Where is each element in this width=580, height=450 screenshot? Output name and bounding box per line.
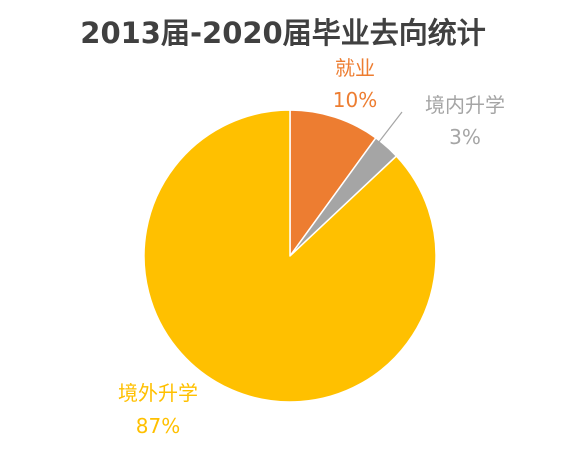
slice-overseas-study <box>143 109 437 403</box>
slice-label-overseas-study-value: 87% <box>136 414 180 438</box>
chart-title: 2013届-2020届毕业去向统计 <box>80 16 485 50</box>
slice-label-employment-name: 就业 <box>335 56 375 80</box>
slice-label-overseas-study-name: 境外升学 <box>118 381 198 405</box>
slice-label-employment-value: 10% <box>333 88 377 112</box>
slice-employment <box>289 109 377 257</box>
slice-label-domestic-study-value: 3% <box>449 125 481 149</box>
pie-slices <box>143 109 437 403</box>
slice-label-domestic-study-name: 境内升学 <box>425 93 505 117</box>
leader-line-domestic-study <box>374 111 403 148</box>
